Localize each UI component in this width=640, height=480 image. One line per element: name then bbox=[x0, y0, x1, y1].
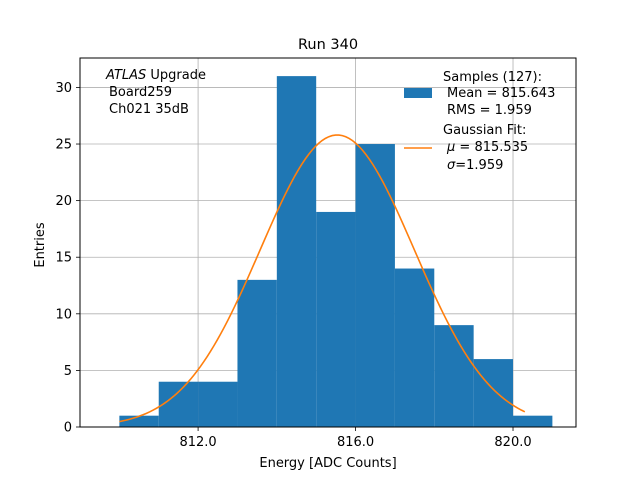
histogram-bar-7 bbox=[394, 268, 435, 427]
legend-samples-mean: Mean = 815.643 bbox=[447, 86, 555, 101]
legend-samples-title: Samples (127): bbox=[443, 70, 542, 85]
gaussian-fit bbox=[119, 134, 526, 423]
legend-sigma-symbol: σ bbox=[447, 158, 456, 173]
histogram-bar-0 bbox=[119, 415, 159, 427]
histogram-bar-9 bbox=[473, 359, 514, 427]
legend-mu-value: = 815.535 bbox=[455, 140, 528, 155]
y-tick-label-2: 10 bbox=[55, 307, 72, 322]
annotation-board: Board259 bbox=[109, 85, 172, 100]
legend-mu-symbol: μ bbox=[446, 140, 455, 155]
histogram-bar-2 bbox=[198, 381, 238, 427]
axes-frame bbox=[79, 57, 577, 428]
histogram-bar-10 bbox=[513, 415, 553, 427]
y-tick-label-4: 20 bbox=[55, 194, 72, 209]
legend-samples-swatch bbox=[404, 88, 432, 98]
annotation-atlas: ATLAS bbox=[105, 68, 146, 83]
legend: Samples (127): Mean = 815.643 RMS = 1.95… bbox=[404, 70, 555, 173]
atlas-annotation: ATLAS Upgrade Board259 Ch021 35dB bbox=[105, 68, 206, 117]
annotation-line-1: ATLAS Upgrade bbox=[105, 68, 206, 83]
legend-fit-title: Gaussian Fit: bbox=[443, 123, 526, 138]
y-tick-label-3: 15 bbox=[55, 251, 72, 266]
y-tick-label-1: 5 bbox=[64, 364, 72, 379]
y-tick-label-0: 0 bbox=[64, 421, 72, 436]
histogram-bar-8 bbox=[434, 325, 474, 427]
histogram-bar-6 bbox=[355, 144, 395, 427]
x-tick-label-2: 820.0 bbox=[494, 435, 531, 450]
histogram-bar-1 bbox=[158, 381, 199, 427]
gaussian-fit-curve bbox=[119, 134, 526, 423]
histogram-bar-3 bbox=[237, 279, 277, 427]
legend-sigma-value: =1.959 bbox=[455, 158, 503, 173]
legend-fit-mu: μ = 815.535 bbox=[446, 140, 528, 155]
y-tick-label-5: 25 bbox=[55, 138, 72, 153]
annotation-upgrade: Upgrade bbox=[146, 68, 206, 83]
chart-title: Run 340 bbox=[298, 37, 358, 53]
y-axis-label: Entries bbox=[33, 222, 48, 268]
y-tick-label-6: 30 bbox=[55, 81, 72, 96]
x-axis-label: Energy [ADC Counts] bbox=[259, 456, 396, 471]
annotation-channel: Ch021 35dB bbox=[109, 102, 189, 117]
x-tick-label-1: 816.0 bbox=[337, 435, 374, 450]
legend-fit-sigma: σ=1.959 bbox=[447, 158, 503, 173]
axis-ticks: 812.0 816.0 820.0 0 5 10 15 20 25 30 bbox=[55, 81, 531, 450]
legend-samples-rms: RMS = 1.959 bbox=[447, 103, 532, 118]
histogram-bar-4 bbox=[276, 76, 317, 428]
x-tick-label-0: 812.0 bbox=[179, 435, 216, 450]
histogram-bar-5 bbox=[316, 211, 356, 427]
